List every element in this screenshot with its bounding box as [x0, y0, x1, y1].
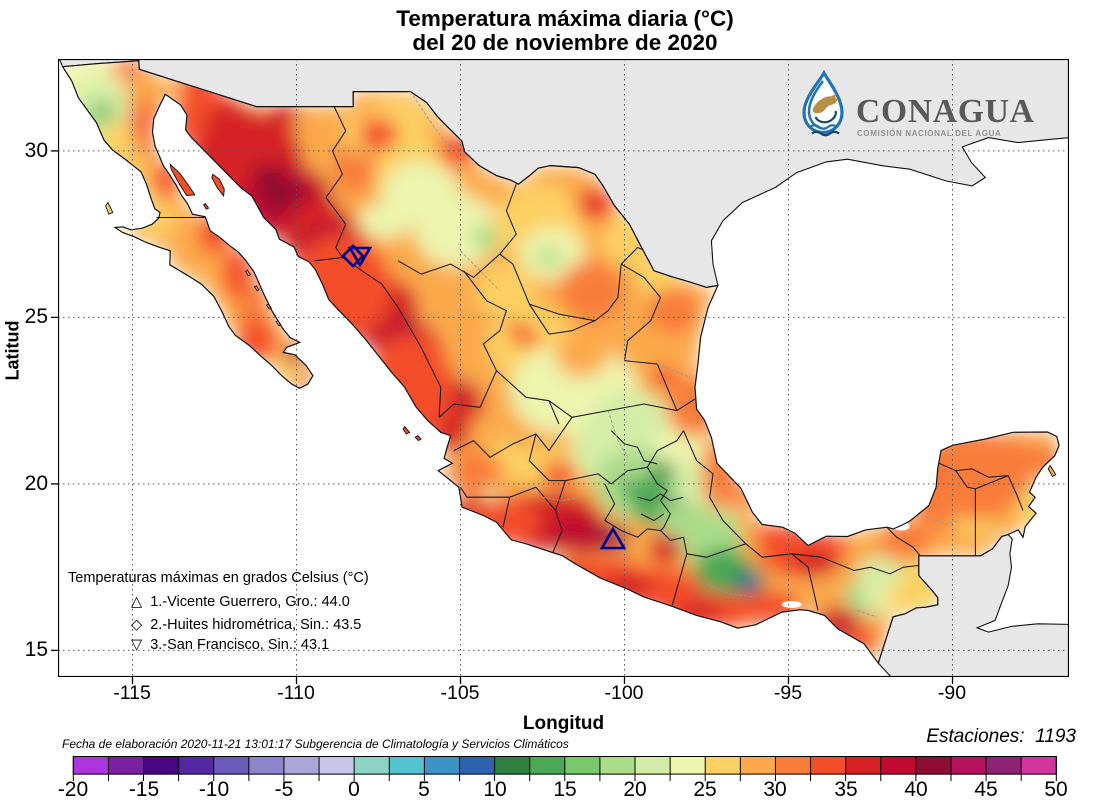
svg-text:COMISIÓN NACIONAL DEL AGUA: COMISIÓN NACIONAL DEL AGUA: [857, 129, 1001, 138]
svg-text:CONAGUA: CONAGUA: [856, 93, 1035, 130]
